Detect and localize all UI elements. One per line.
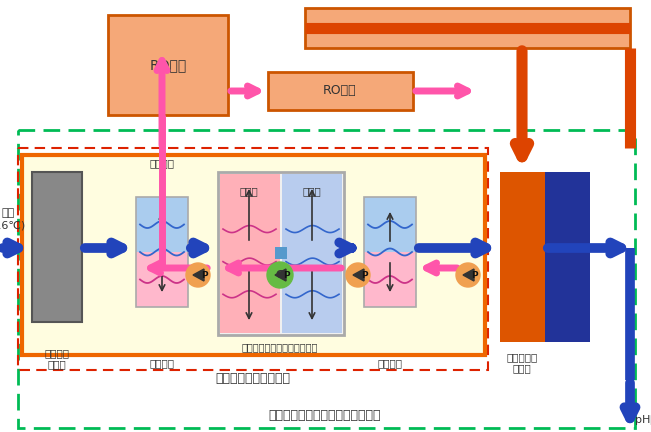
Text: 透析用監視装置/個人用透析装置の排水: 透析用監視装置/個人用透析装置の排水	[409, 23, 525, 33]
Text: P: P	[201, 270, 208, 280]
Bar	[32, 172, 82, 322]
Circle shape	[346, 263, 370, 287]
Bar	[136, 252, 188, 307]
Text: 熱交換器: 熱交換器	[150, 358, 174, 368]
Polygon shape	[275, 269, 286, 281]
Bar	[220, 174, 280, 333]
Text: 透析熱回収ヒートポンプシステム: 透析熱回収ヒートポンプシステム	[269, 409, 381, 422]
Circle shape	[267, 262, 293, 288]
Text: RO装置: RO装置	[149, 58, 187, 72]
Text: C: C	[276, 270, 284, 280]
Text: ヒートポンプシステム: ヒートポンプシステム	[215, 372, 290, 385]
Text: 透析排液熱
回収槽: 透析排液熱 回収槽	[506, 352, 538, 374]
Bar	[18, 130, 635, 428]
Text: 蒸発器: 蒸発器	[303, 186, 322, 196]
Bar	[364, 197, 416, 307]
Bar	[282, 174, 342, 333]
Text: pH処理装置へ: pH処理装置へ	[635, 415, 651, 425]
Circle shape	[268, 263, 292, 287]
Polygon shape	[353, 269, 364, 281]
Bar	[364, 252, 416, 307]
Text: 凝縮器: 凝縮器	[240, 186, 258, 196]
Bar	[545, 172, 590, 342]
Text: 水冷式ヒートポンプシステム: 水冷式ヒートポンプシステム	[242, 342, 318, 352]
Bar	[275, 247, 287, 259]
Bar	[218, 172, 344, 335]
Bar	[22, 155, 485, 355]
Text: 熱交換器: 熱交換器	[378, 358, 402, 368]
Bar	[136, 197, 188, 252]
Text: 原水
(16℃): 原水 (16℃)	[0, 208, 25, 230]
Text: P: P	[471, 270, 478, 280]
Bar	[136, 197, 188, 307]
Polygon shape	[193, 269, 204, 281]
Text: 原水圧力
タンク: 原水圧力 タンク	[44, 348, 70, 370]
Polygon shape	[463, 269, 474, 281]
Bar	[305, 8, 630, 48]
Circle shape	[456, 263, 480, 287]
Bar	[500, 172, 545, 342]
Text: RO排水: RO排水	[323, 85, 357, 98]
Circle shape	[186, 263, 210, 287]
Text: P: P	[283, 270, 290, 280]
Bar	[108, 15, 228, 115]
Text: 原水加温: 原水加温	[150, 158, 174, 168]
Bar	[268, 72, 413, 110]
Bar	[18, 148, 488, 370]
Text: P: P	[361, 270, 368, 280]
Bar	[364, 197, 416, 252]
